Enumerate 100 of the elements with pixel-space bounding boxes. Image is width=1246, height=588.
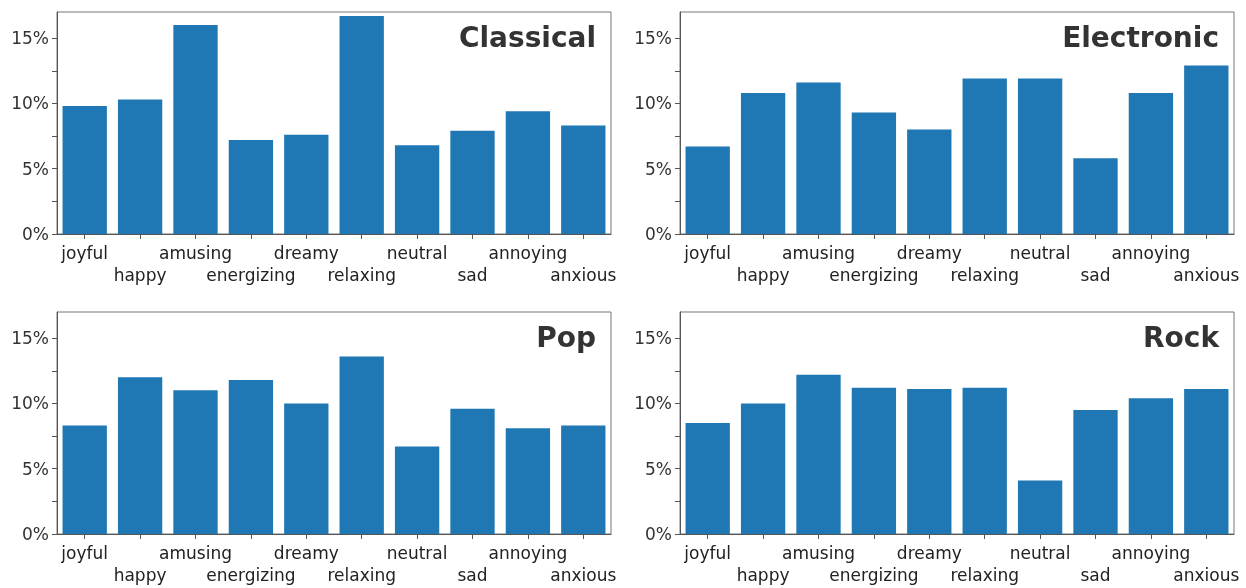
bar xyxy=(284,403,329,534)
x-tick-label: anxious xyxy=(550,265,617,285)
bar xyxy=(394,145,440,234)
x-tick-label: dreamy xyxy=(273,543,339,563)
x-tick-label: neutral xyxy=(1009,543,1071,563)
bar xyxy=(685,423,730,534)
y-tick-label: 0% xyxy=(22,524,49,544)
x-tick-label: joyful xyxy=(60,243,109,263)
y-tick-label: 5% xyxy=(22,458,49,479)
x-tick-label: sad xyxy=(457,565,488,585)
bar xyxy=(685,146,730,234)
chart-title: Rock xyxy=(1142,320,1221,354)
bar xyxy=(505,111,551,234)
x-tick-label: joyful xyxy=(683,243,732,263)
x-tick-label: relaxing xyxy=(327,265,396,285)
x-tick-label: joyful xyxy=(60,543,109,563)
x-tick-label: sad xyxy=(1080,565,1111,585)
bar xyxy=(1184,65,1229,234)
bar xyxy=(1184,389,1229,534)
x-tick-label: energizing xyxy=(829,265,919,285)
bar xyxy=(62,425,107,534)
x-tick-label: relaxing xyxy=(950,565,1019,585)
bar xyxy=(740,92,786,234)
x-tick-label: annoying xyxy=(488,243,568,263)
y-tick-label: 0% xyxy=(645,524,672,544)
y-tick-label: 15% xyxy=(634,28,672,49)
x-tick-label: relaxing xyxy=(327,565,396,585)
chart-title: Classical xyxy=(458,20,596,54)
bar xyxy=(339,15,384,234)
bar xyxy=(962,387,1007,534)
y-tick-label: 15% xyxy=(11,28,49,49)
bar xyxy=(1128,398,1174,534)
x-tick-label: neutral xyxy=(386,543,448,563)
x-tick-label: amusing xyxy=(782,243,855,263)
x-tick-label: amusing xyxy=(159,243,232,263)
bar xyxy=(117,99,163,234)
x-tick-label: happy xyxy=(736,565,790,585)
bar xyxy=(173,25,218,234)
x-tick-label: annoying xyxy=(1111,543,1191,563)
x-tick-label: dreamy xyxy=(896,543,962,563)
bar xyxy=(339,356,384,534)
x-tick-label: happy xyxy=(736,265,790,285)
bar xyxy=(851,112,897,234)
x-tick-label: amusing xyxy=(159,543,232,563)
y-tick-label: 10% xyxy=(11,93,49,114)
bar xyxy=(173,390,218,534)
bar xyxy=(1017,480,1063,534)
x-tick-label: amusing xyxy=(782,543,855,563)
bar xyxy=(740,403,786,534)
y-tick-label: 0% xyxy=(645,224,672,244)
bar xyxy=(907,389,952,534)
bar xyxy=(851,387,897,534)
y-tick-label: 10% xyxy=(11,393,49,414)
bar xyxy=(394,446,440,534)
y-tick-label: 5% xyxy=(645,458,672,479)
bar xyxy=(561,425,606,534)
x-tick-label: dreamy xyxy=(273,243,339,263)
bar xyxy=(796,374,841,534)
y-tick-label: 10% xyxy=(634,93,672,114)
x-tick-label: anxious xyxy=(1173,565,1240,585)
x-tick-label: joyful xyxy=(683,543,732,563)
y-tick-label: 15% xyxy=(11,328,49,349)
x-tick-label: happy xyxy=(113,565,167,585)
x-tick-label: energizing xyxy=(206,565,296,585)
y-tick-label: 0% xyxy=(22,224,49,244)
x-tick-label: annoying xyxy=(1111,243,1191,263)
bar xyxy=(228,379,274,534)
y-tick-label: 5% xyxy=(22,158,49,179)
chart-title: Electronic xyxy=(1062,20,1219,54)
bar xyxy=(117,377,163,534)
bar xyxy=(450,408,495,534)
x-tick-label: energizing xyxy=(206,265,296,285)
bar xyxy=(796,82,841,234)
y-tick-label: 5% xyxy=(645,158,672,179)
bar xyxy=(1073,409,1118,534)
chart-title: Pop xyxy=(536,320,597,354)
bar xyxy=(561,125,606,234)
x-tick-label: neutral xyxy=(1009,243,1071,263)
bar xyxy=(907,129,952,234)
x-tick-label: sad xyxy=(457,265,488,285)
x-tick-label: dreamy xyxy=(896,243,962,263)
bar xyxy=(228,139,274,234)
x-tick-label: relaxing xyxy=(950,265,1019,285)
bar xyxy=(1128,92,1174,234)
x-tick-label: annoying xyxy=(488,543,568,563)
x-tick-label: energizing xyxy=(829,565,919,585)
bar xyxy=(505,428,551,534)
bar xyxy=(62,106,107,234)
bar xyxy=(1073,158,1118,234)
bar xyxy=(284,134,329,234)
x-tick-label: sad xyxy=(1080,265,1111,285)
bar xyxy=(450,130,495,234)
bar xyxy=(962,78,1007,234)
x-tick-label: happy xyxy=(113,265,167,285)
x-tick-label: neutral xyxy=(386,243,448,263)
bar xyxy=(1017,78,1063,234)
y-tick-label: 15% xyxy=(634,328,672,349)
x-tick-label: anxious xyxy=(550,565,617,585)
x-tick-label: anxious xyxy=(1173,265,1240,285)
y-tick-label: 10% xyxy=(634,393,672,414)
